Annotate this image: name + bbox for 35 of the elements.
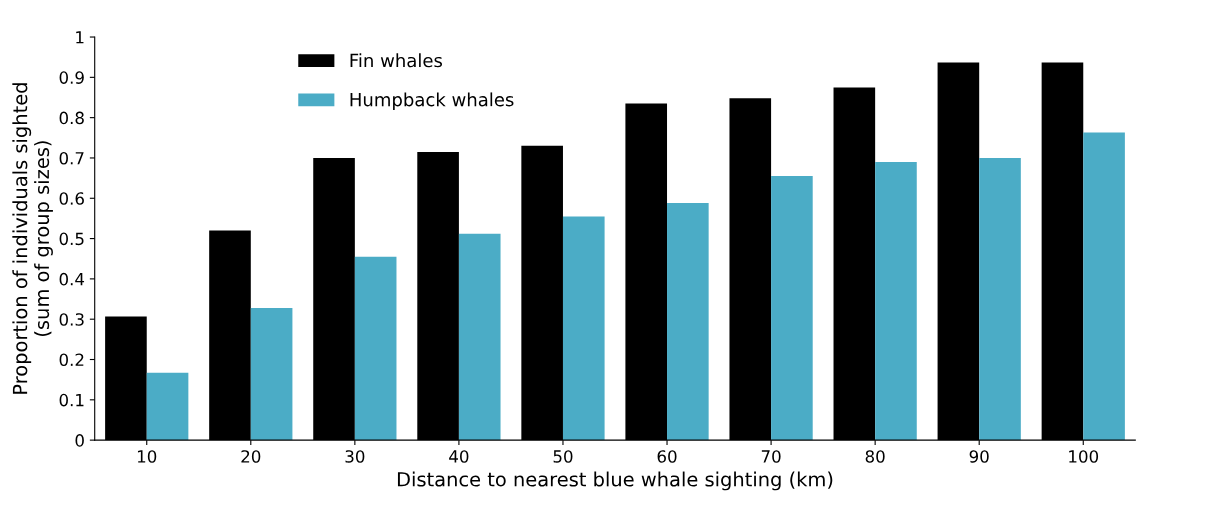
x-tick-label: 70: [761, 450, 781, 463]
x-tick-label: 30: [345, 450, 365, 463]
x-tick-label: 10: [137, 450, 157, 463]
y-tick-label: 0.3: [59, 313, 84, 326]
y-tick-label: 0.6: [59, 192, 84, 205]
bar: [562, 216, 605, 441]
y-tick-label: 0: [75, 434, 84, 447]
bar: [875, 161, 917, 441]
bar: [146, 372, 189, 441]
y-tick-label: 0.7: [59, 151, 84, 165]
y-tick-label: 0.1: [59, 393, 84, 407]
legend-label: Humpback whales: [350, 92, 514, 110]
bar: [458, 233, 501, 441]
bar: [667, 203, 709, 441]
x-tick-label: 40: [449, 450, 469, 463]
bar: [250, 307, 293, 441]
y-tick-label: 0.2: [59, 353, 84, 367]
y-axis-title: Proportion of individuals sighted (sum of group sizes): [12, 83, 53, 394]
y-tick-label: 0.9: [59, 71, 84, 84]
bar: [979, 157, 1021, 441]
x-tick-label: 80: [865, 450, 885, 463]
y-tick-label: 1: [76, 31, 84, 44]
bar: [354, 256, 397, 441]
bar: [1083, 132, 1125, 441]
x-tick-label: 90: [969, 450, 989, 463]
x-axis-title: Distance to nearest blue whale sighting (km): [397, 471, 833, 491]
x-tick-label: 60: [657, 450, 677, 463]
legend-label: Fin whales: [350, 53, 443, 68]
y-tick-label: 0.8: [59, 111, 84, 125]
x-tick-label: 50: [553, 450, 573, 463]
x-tick-label: 20: [241, 450, 261, 463]
x-tick-label: 100: [1069, 450, 1099, 463]
bar: [771, 176, 813, 441]
y-tick-label: 0.4: [59, 272, 85, 286]
y-tick-label: 0.5: [59, 232, 84, 246]
